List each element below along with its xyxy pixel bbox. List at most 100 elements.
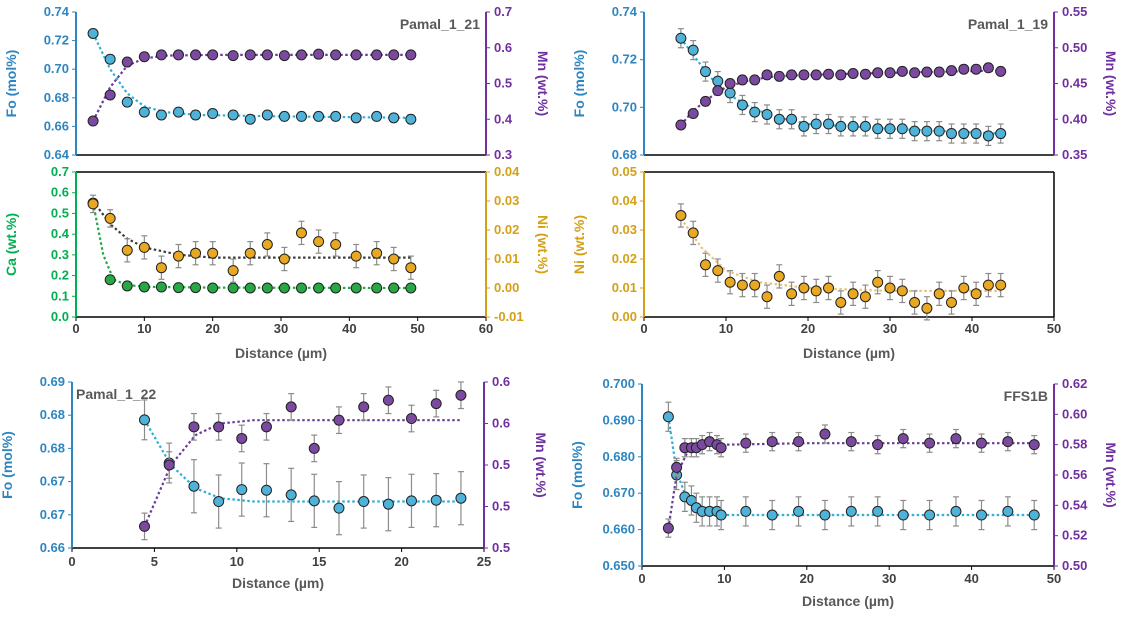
x-tick-label: 30 <box>882 571 896 586</box>
right-tick-label: 0.45 <box>1062 76 1087 91</box>
data-point <box>330 282 342 294</box>
left-tick-label: 0.6 <box>51 185 69 200</box>
data-point <box>236 484 248 496</box>
left-tick-label: 0.70 <box>612 99 637 114</box>
data-point <box>798 69 810 81</box>
x-tick-label: 10 <box>717 571 731 586</box>
right-axis-title: Ni (wt.%) <box>535 215 551 274</box>
data-point <box>773 70 785 82</box>
x-tick-label: 25 <box>477 554 491 569</box>
data-point <box>970 63 982 75</box>
left-tick-label: 0.3 <box>51 247 69 262</box>
data-point <box>121 56 133 68</box>
left-tick-label: 0.0 <box>51 309 69 324</box>
left-tick-label: 0.67 <box>40 474 65 489</box>
data-point <box>188 480 200 492</box>
data-point <box>261 239 273 250</box>
data-point <box>675 210 687 221</box>
chart-title: Pamal_1_22 <box>76 386 156 402</box>
data-point <box>330 110 342 122</box>
data-point <box>330 49 342 61</box>
data-point <box>773 270 785 282</box>
right-tick-label: 0.35 <box>1062 147 1087 162</box>
data-point <box>371 110 383 122</box>
data-point <box>995 65 1007 77</box>
data-point <box>924 509 936 521</box>
data-point <box>296 110 307 122</box>
data-point <box>278 253 290 265</box>
right-tick-label: 0.52 <box>1062 528 1087 543</box>
series-0 <box>87 197 417 294</box>
data-point <box>847 67 859 79</box>
chart-title: Pamal_1_19 <box>968 16 1048 32</box>
data-point <box>712 75 724 87</box>
data-point <box>87 198 99 210</box>
right-tick-label: 0.50 <box>1062 40 1087 55</box>
data-point <box>671 461 683 473</box>
data-point <box>975 509 987 521</box>
left-axis-title: Fo (mol%) <box>0 431 15 499</box>
series-0 <box>675 28 1007 147</box>
data-point <box>173 49 184 61</box>
left-tick-label: 0.00 <box>612 309 637 324</box>
data-point <box>188 421 200 433</box>
data-point <box>810 285 822 297</box>
data-point <box>405 282 417 294</box>
data-point <box>798 282 810 294</box>
data-point <box>388 282 400 294</box>
data-point <box>1028 509 1040 521</box>
x-tick-label: 5 <box>151 554 158 569</box>
data-point <box>308 495 320 507</box>
data-point <box>970 128 982 140</box>
x-tick-label: 20 <box>205 321 219 336</box>
data-point <box>104 53 116 65</box>
data-point <box>835 297 847 308</box>
data-point <box>104 274 116 286</box>
chart-p4: 0 10 20 30 40 50 Distance (µm) 0.00 0.01 0.02 0.03… <box>571 164 1061 361</box>
data-point <box>213 496 225 508</box>
data-point <box>260 484 272 496</box>
left-tick-label: 0.66 <box>40 540 65 555</box>
data-point <box>87 115 99 127</box>
data-point <box>872 123 884 135</box>
data-point <box>227 109 239 121</box>
data-point <box>909 67 921 79</box>
left-tick-label: 0.74 <box>44 4 70 19</box>
right-tick-label: 0.7 <box>494 4 512 19</box>
data-point <box>675 32 687 44</box>
data-point <box>285 489 297 501</box>
data-point <box>213 421 225 433</box>
data-point <box>835 69 847 81</box>
right-axis-title: Mn (wt.%) <box>1103 442 1119 507</box>
data-point <box>761 291 773 303</box>
data-point <box>819 428 831 440</box>
right-tick-label: 0.5 <box>492 457 510 472</box>
data-point <box>207 282 219 294</box>
data-point <box>946 297 957 308</box>
data-point <box>138 51 150 63</box>
data-point <box>405 413 417 425</box>
left-tick-label: 0.700 <box>602 376 635 391</box>
left-tick-label: 0.5 <box>51 205 69 220</box>
data-point <box>724 276 736 288</box>
data-point <box>388 112 400 124</box>
data-point <box>715 442 727 454</box>
data-point <box>958 282 970 294</box>
data-point <box>371 49 383 61</box>
left-tick-label: 0.72 <box>44 33 69 48</box>
chart-p6: 0 10 20 30 40 50 Distance (µm) 0.650 0.660 0.670 0… <box>569 376 1119 609</box>
data-point <box>405 49 417 61</box>
data-point <box>798 120 810 132</box>
data-point <box>950 433 962 445</box>
left-tick-label: 0.01 <box>612 280 637 295</box>
data-point <box>847 120 859 132</box>
data-point <box>244 49 256 61</box>
right-tick-label: 0.04 <box>494 164 520 179</box>
data-point <box>736 279 748 291</box>
x-tick-label: 40 <box>964 571 978 586</box>
data-point <box>761 108 773 120</box>
x-axis-title: Distance (µm) <box>802 593 894 609</box>
right-tick-label: 0.60 <box>1062 406 1087 421</box>
data-point <box>662 411 674 423</box>
